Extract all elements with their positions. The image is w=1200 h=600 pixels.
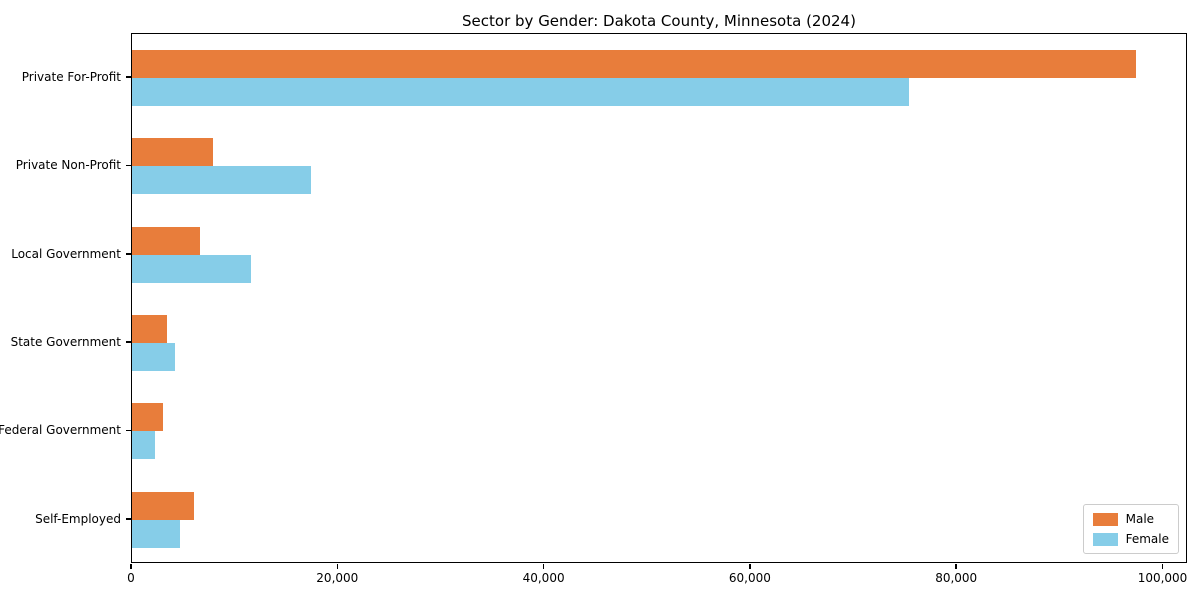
legend-entry-female: Female [1092, 532, 1169, 546]
x-tick-label: 20,000 [316, 571, 359, 585]
y-tick-label: Self-Employed [35, 511, 121, 526]
x-tick-mark [1161, 564, 1164, 569]
x-tick-mark [955, 564, 957, 569]
bar-male-self-employed [132, 491, 194, 520]
x-tick-label: 0 [127, 571, 135, 585]
bar-female-self-employed [132, 519, 181, 548]
bar-group [132, 476, 1186, 564]
bar-group [132, 299, 1186, 387]
y-tick-label: State Government [10, 335, 121, 350]
bar-group [132, 387, 1186, 475]
legend-entry-male: Male [1092, 512, 1169, 526]
y-tick-label: Private For-Profit [21, 70, 121, 85]
bar-male-private-for-profit [132, 50, 1136, 79]
bar-group [132, 122, 1186, 210]
x-tick-mark [130, 564, 132, 569]
y-tick-label: Federal Government [0, 423, 121, 438]
x-tick-label: 60,000 [728, 571, 771, 585]
bar-group [132, 211, 1186, 299]
bar-male-state-government [132, 315, 167, 344]
legend-label-male: Male [1125, 512, 1155, 526]
x-tick-label: 100,000 [1137, 571, 1188, 585]
legend-swatch-female [1092, 532, 1118, 546]
chart-title: Sector by Gender: Dakota County, Minneso… [462, 12, 856, 30]
x-tick-label: 40,000 [522, 571, 565, 585]
x-tick-mark [542, 564, 545, 569]
y-tick-label: Private Non-Profit [15, 158, 121, 173]
x-tick-mark [749, 564, 751, 569]
legend-label-female: Female [1125, 532, 1169, 546]
y-tick-label: Local Government [11, 246, 121, 261]
bar-male-local-government [132, 226, 200, 255]
legend-swatch-male [1092, 512, 1118, 526]
bar-female-state-government [132, 343, 176, 372]
bar-female-federal-government [132, 431, 155, 460]
bar-group [132, 34, 1186, 122]
x-tick-mark [336, 564, 339, 569]
bar-male-federal-government [132, 403, 163, 432]
y-axis-labels: Private For-Profit Private Non-Profit Loca… [0, 33, 121, 563]
plot-area: Male Female [131, 33, 1187, 563]
legend: Male Female [1082, 504, 1179, 554]
bar-female-private-for-profit [132, 78, 910, 107]
bar-male-private-non-profit [132, 138, 214, 167]
bar-female-local-government [132, 254, 252, 283]
bar-female-private-non-profit [132, 166, 312, 195]
x-tick-label: 80,000 [935, 571, 978, 585]
